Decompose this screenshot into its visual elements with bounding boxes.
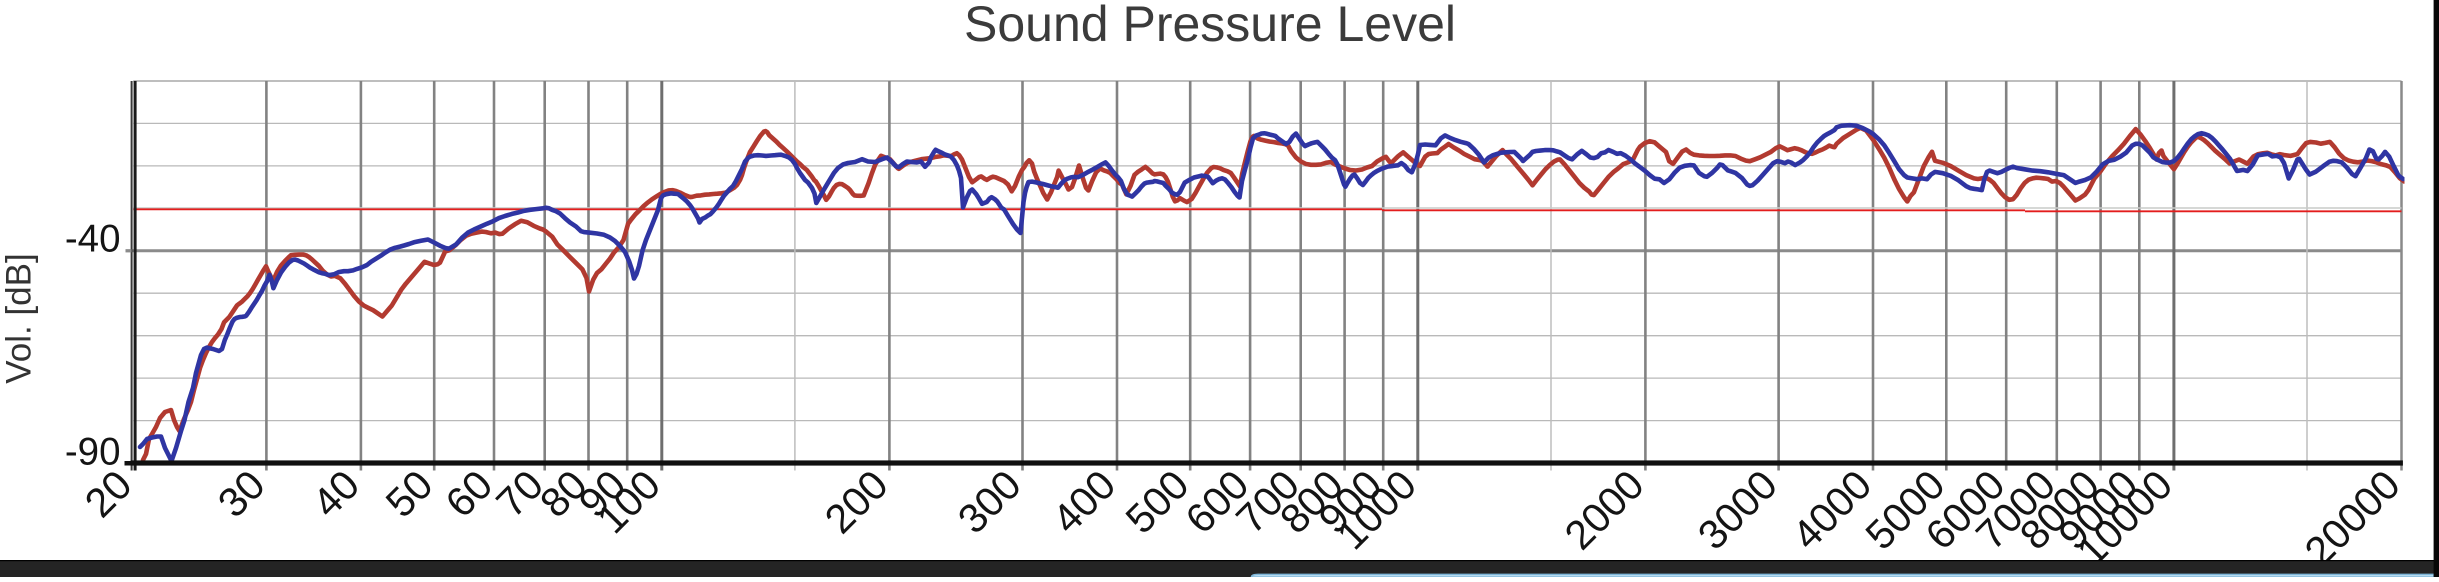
- svg-text:Sound Pressure Level: Sound Pressure Level: [964, 0, 1456, 52]
- svg-text:-40: -40: [65, 218, 121, 261]
- svg-text:-90: -90: [65, 431, 121, 474]
- svg-text:Vol. [dB]: Vol. [dB]: [0, 253, 39, 383]
